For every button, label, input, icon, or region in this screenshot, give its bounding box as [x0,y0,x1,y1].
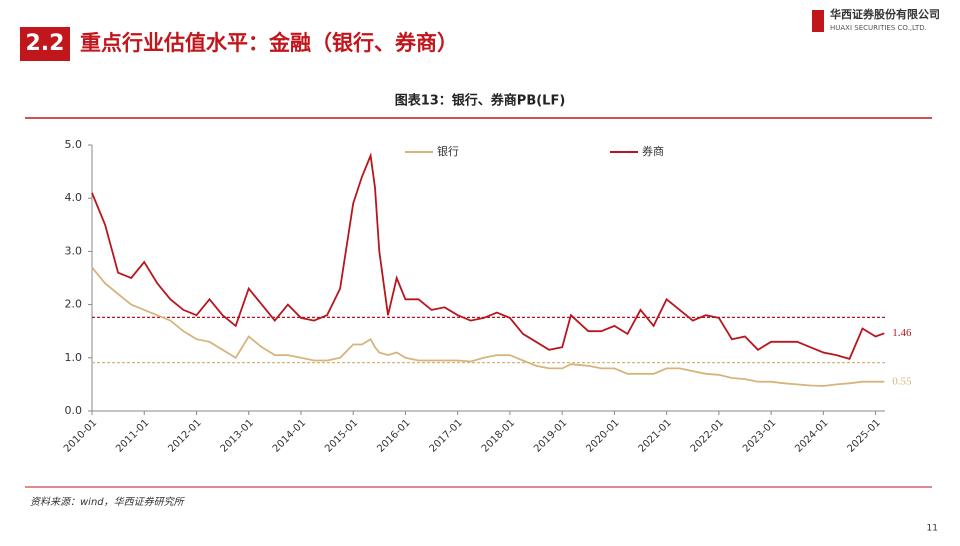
page-number: 11 [927,524,938,534]
x-tick-label: 2013-01 [219,417,256,454]
x-tick-label: 2017-01 [428,417,465,454]
y-tick-label: 4.0 [65,191,83,204]
slide-title: 重点行业估值水平：金融（银行、券商） [80,31,458,55]
legend-label: 银行 [437,144,459,158]
x-tick-label: 2015-01 [323,417,360,454]
x-tick-label: 2019-01 [532,417,569,454]
x-tick-label: 2010-01 [62,417,99,454]
series-line [91,152,885,360]
x-tick-label: 2012-01 [166,417,203,454]
y-tick-label: 1.0 [65,351,83,364]
company-cn: 华西证券股份有限公司 [830,7,940,21]
x-tick-label: 2011-01 [114,417,151,454]
company-en: HUAXI SECURITIES CO.,LTD. [830,24,927,32]
x-tick-label: 2014-01 [271,417,308,454]
x-tick-label: 2022-01 [689,417,726,454]
series-line [91,266,885,387]
y-tick-label: 3.0 [65,244,83,257]
section-number: 2.2 [26,31,65,56]
y-tick-label: 5.0 [65,138,83,151]
x-tick-label: 2024-01 [793,417,830,454]
x-tick-label: 2023-01 [741,417,778,454]
source-note: 资料来源：wind，华西证券研究所 [30,496,186,508]
x-tick-label: 2016-01 [375,417,412,454]
x-tick-label: 2018-01 [480,417,517,454]
x-tick-label: 2021-01 [637,417,674,454]
x-tick-label: 2025-01 [845,417,882,454]
end-label: 0.55 [892,375,912,387]
y-tick-label: 0.0 [65,404,83,417]
legend-label: 券商 [642,144,664,158]
y-tick-label: 2.0 [65,298,83,311]
section-badge [20,27,70,61]
logo-mark [812,10,824,32]
chart-title: 图表13：银行、券商PB(LF) [395,93,566,109]
x-tick-label: 2020-01 [584,417,621,454]
end-label: 1.46 [892,327,912,339]
